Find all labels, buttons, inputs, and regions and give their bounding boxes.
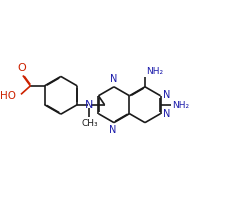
Text: N: N xyxy=(163,109,170,119)
Text: CH₃: CH₃ xyxy=(82,119,98,128)
Text: N: N xyxy=(163,90,170,100)
Text: NH₂: NH₂ xyxy=(146,67,163,76)
Text: HO: HO xyxy=(0,91,16,101)
Text: N: N xyxy=(85,100,94,110)
Text: N: N xyxy=(109,125,117,135)
Text: O: O xyxy=(18,63,26,73)
Text: NH₂: NH₂ xyxy=(172,101,189,110)
Text: N: N xyxy=(110,74,118,84)
